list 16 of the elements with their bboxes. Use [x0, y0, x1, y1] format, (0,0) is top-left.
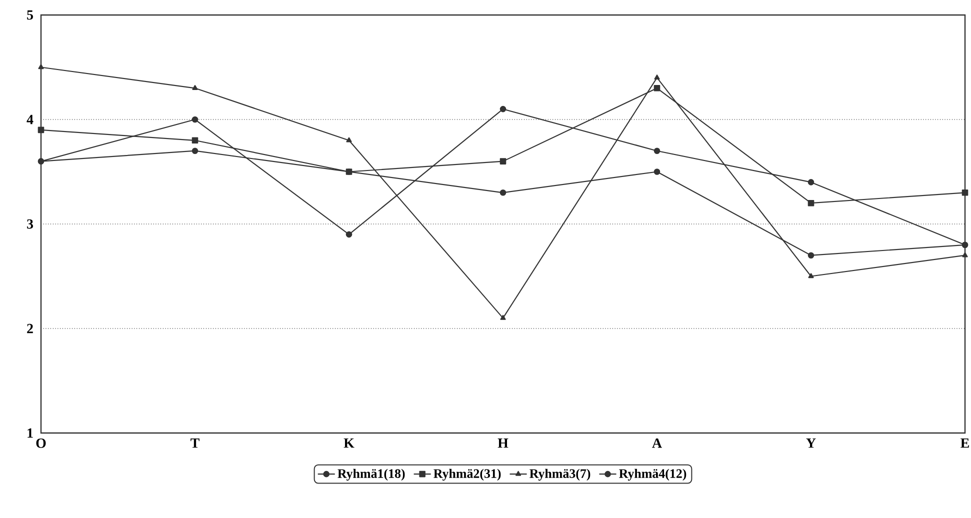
y-tick-label: 3 — [27, 219, 34, 229]
y-tick-label: 2 — [27, 324, 33, 334]
x-tick-label: Y — [806, 438, 816, 448]
legend-label: Ryhmä3(7) — [530, 468, 590, 481]
x-tick-label: K — [344, 438, 354, 448]
y-tick-label: 5 — [27, 10, 33, 20]
legend-label: Ryhmä1(18) — [338, 468, 405, 481]
y-tick-label: 4 — [26, 114, 34, 124]
x-tick-label: T — [190, 438, 200, 448]
x-tick-label: O — [36, 438, 46, 448]
x-tick-label: A — [652, 438, 662, 448]
legend-label: Ryhmä2(31) — [434, 468, 501, 481]
y-tick-label: 1 — [28, 428, 33, 438]
legend-label: Ryhmä4(12) — [619, 468, 686, 481]
x-tick-label: E — [960, 438, 969, 448]
x-tick-label: H — [498, 438, 508, 448]
